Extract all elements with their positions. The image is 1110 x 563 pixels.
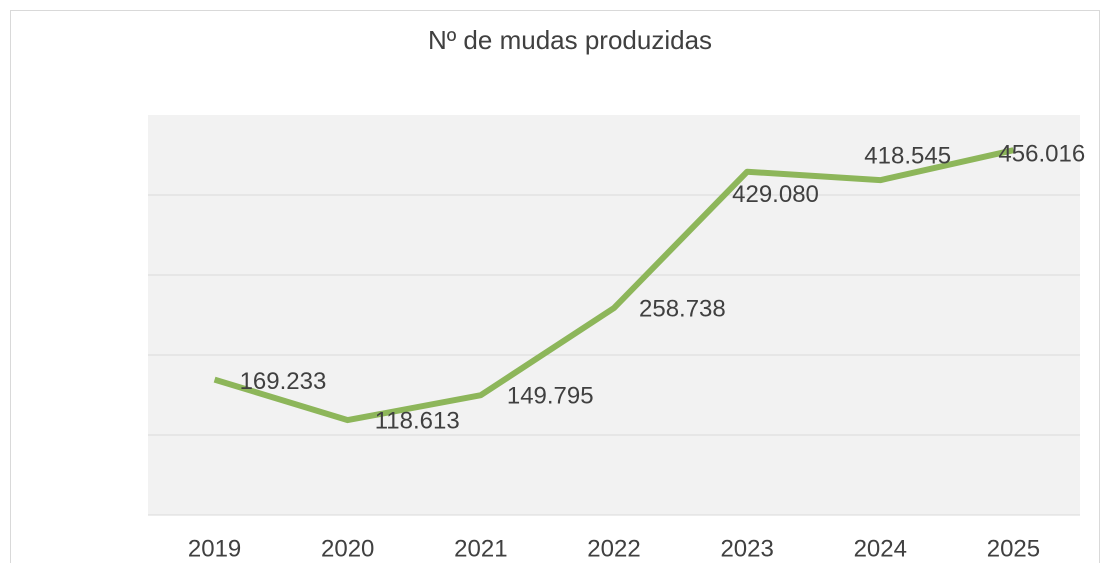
data-label: 149.795	[507, 383, 594, 410]
data-label: 418.545	[864, 143, 951, 170]
plot-area	[148, 115, 1080, 515]
data-label: 456.016	[998, 141, 1085, 168]
x-tick-label: 2019	[188, 535, 241, 562]
x-tick-label: 2024	[854, 535, 907, 562]
x-tick-label: 2020	[321, 535, 374, 562]
x-tick-label: 2023	[720, 535, 773, 562]
chart-title: Nº de mudas produzidas	[428, 25, 712, 55]
data-label: 258.738	[639, 295, 726, 322]
data-line	[213, 147, 1015, 424]
x-tick-label: 2025	[987, 535, 1040, 562]
data-label: 429.080	[732, 181, 819, 208]
data-label: 118.613	[375, 407, 460, 434]
x-tick-label: 2021	[454, 535, 507, 562]
data-label: 169.233	[240, 368, 327, 395]
x-tick-label: 2022	[587, 535, 640, 562]
